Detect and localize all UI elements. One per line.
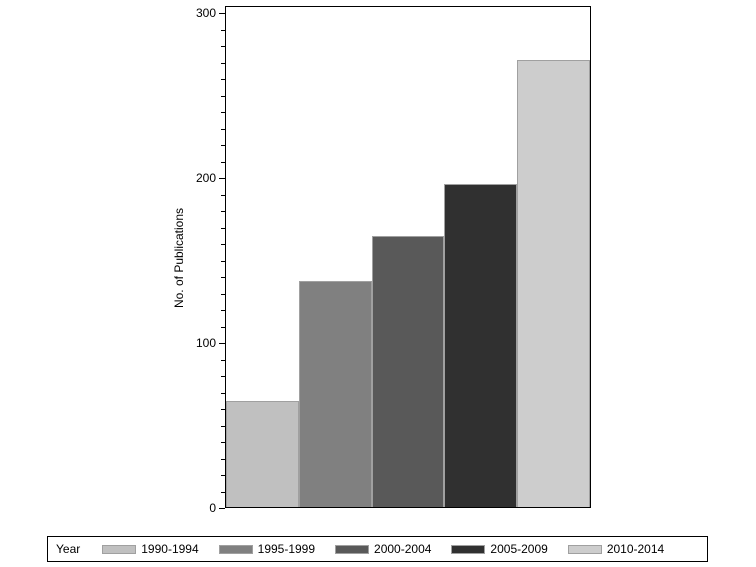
minor-tick <box>221 475 225 476</box>
minor-tick <box>221 260 225 262</box>
minor-tick <box>221 425 225 427</box>
minor-tick <box>221 442 225 443</box>
minor-tick <box>221 29 225 31</box>
legend-label: 1990-1994 <box>141 542 199 556</box>
legend-item: 2005-2009 <box>451 542 548 556</box>
y-axis-label: No. of Publications <box>172 207 186 309</box>
minor-tick <box>221 145 225 146</box>
minor-tick <box>221 79 225 80</box>
legend-swatch <box>335 544 370 554</box>
legend-swatch <box>102 544 137 554</box>
bar-2000-2004 <box>371 236 445 507</box>
bar-1990-1994 <box>226 401 299 507</box>
minor-tick <box>221 244 225 245</box>
major-tick <box>219 13 225 14</box>
minor-tick <box>221 359 225 361</box>
legend-title: Year <box>56 542 81 556</box>
minor-tick <box>221 112 225 113</box>
minor-tick <box>221 392 225 394</box>
legend-item: 1995-1999 <box>218 542 316 556</box>
legend-label: 2000-2004 <box>374 542 432 556</box>
legend-item: 2000-2004 <box>335 542 431 556</box>
legend-item: 2010-2014 <box>567 542 665 556</box>
minor-tick <box>221 277 225 278</box>
y-tick-label: 100 <box>195 336 216 350</box>
minor-tick <box>221 409 225 410</box>
minor-tick <box>221 458 225 460</box>
legend-swatch <box>567 544 602 554</box>
minor-tick <box>221 161 225 163</box>
bar-2005-2009 <box>444 183 518 507</box>
bar-2010-2014 <box>517 59 590 507</box>
minor-tick <box>221 310 225 311</box>
major-tick <box>219 178 225 179</box>
minor-tick <box>221 211 225 212</box>
legend: Year 1990-1994 1995-1999 2000-2004 2005-200… <box>47 536 708 562</box>
legend-swatch <box>218 544 253 554</box>
minor-tick <box>221 227 225 229</box>
minor-tick <box>221 46 225 47</box>
y-tick-label: 0 <box>209 501 216 515</box>
minor-tick <box>221 491 225 493</box>
major-tick <box>219 508 225 509</box>
plot-area <box>225 6 591 508</box>
minor-tick <box>221 95 225 97</box>
minor-tick <box>221 62 225 64</box>
minor-tick <box>221 326 225 328</box>
y-tick-label: 300 <box>195 6 216 20</box>
legend-item: 1990-1994 <box>102 542 199 556</box>
minor-tick <box>221 293 225 295</box>
legend-label: 1995-1999 <box>257 542 316 556</box>
bar-1995-1999 <box>298 280 372 507</box>
minor-tick <box>221 194 225 196</box>
legend-label: 2005-2009 <box>490 542 548 556</box>
minor-tick <box>221 376 225 377</box>
legend-label: 2010-2014 <box>606 542 665 556</box>
minor-tick <box>221 128 225 130</box>
y-tick-label: 200 <box>195 171 216 185</box>
legend-swatch <box>451 544 486 554</box>
major-tick <box>219 343 225 344</box>
